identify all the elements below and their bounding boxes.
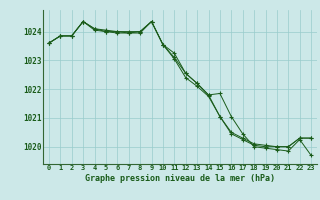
X-axis label: Graphe pression niveau de la mer (hPa): Graphe pression niveau de la mer (hPa) (85, 174, 275, 183)
